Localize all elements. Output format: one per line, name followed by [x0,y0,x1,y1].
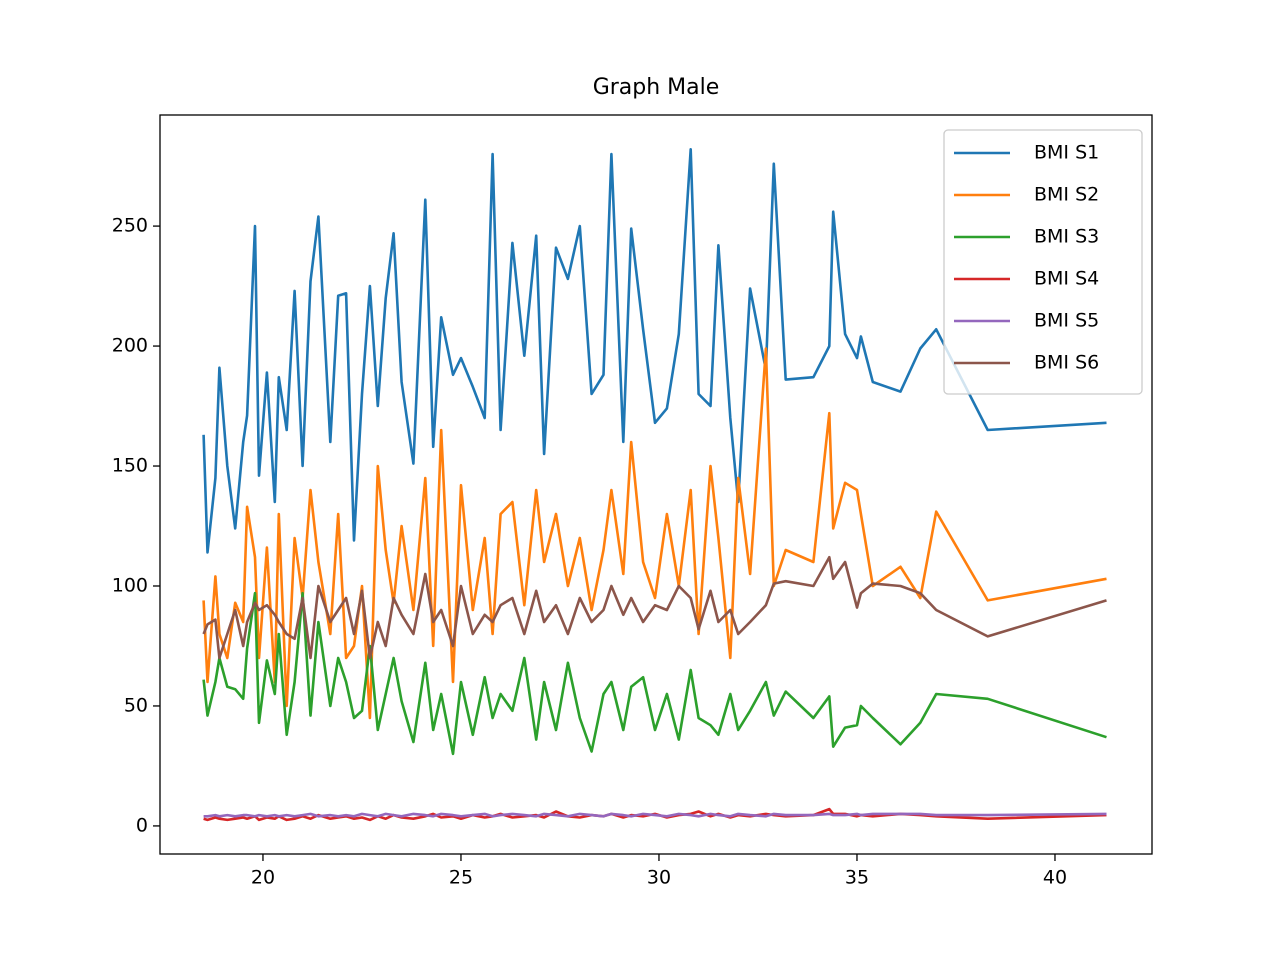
y-tick-label: 250 [112,215,148,237]
line-series [203,812,1107,818]
legend-label: BMI S2 [1034,184,1099,206]
y-tick-label: 150 [112,455,148,477]
legend-label: BMI S5 [1034,310,1099,332]
y-tick-label: 100 [112,574,148,596]
line-series [202,148,1107,554]
plot-frame [159,114,1153,855]
line-series [202,347,1107,720]
legend-label: BMI S1 [1034,142,1099,164]
legend-label: BMI S3 [1034,226,1099,248]
x-tick-label: 30 [647,867,671,889]
y-tick-label: 50 [124,694,148,716]
legend-label: BMI S6 [1034,352,1099,374]
line-series [202,591,1107,756]
x-tick-label: 25 [449,867,473,889]
line-series [202,555,1107,660]
y-tick-label: 200 [112,335,148,357]
y-tick-label: 0 [136,814,148,836]
x-tick-label: 35 [845,867,869,889]
legend-label: BMI S4 [1034,268,1099,290]
x-tick-label: 20 [251,867,275,889]
chart-title: Graph Male [593,75,720,100]
x-tick-label: 40 [1043,867,1067,889]
